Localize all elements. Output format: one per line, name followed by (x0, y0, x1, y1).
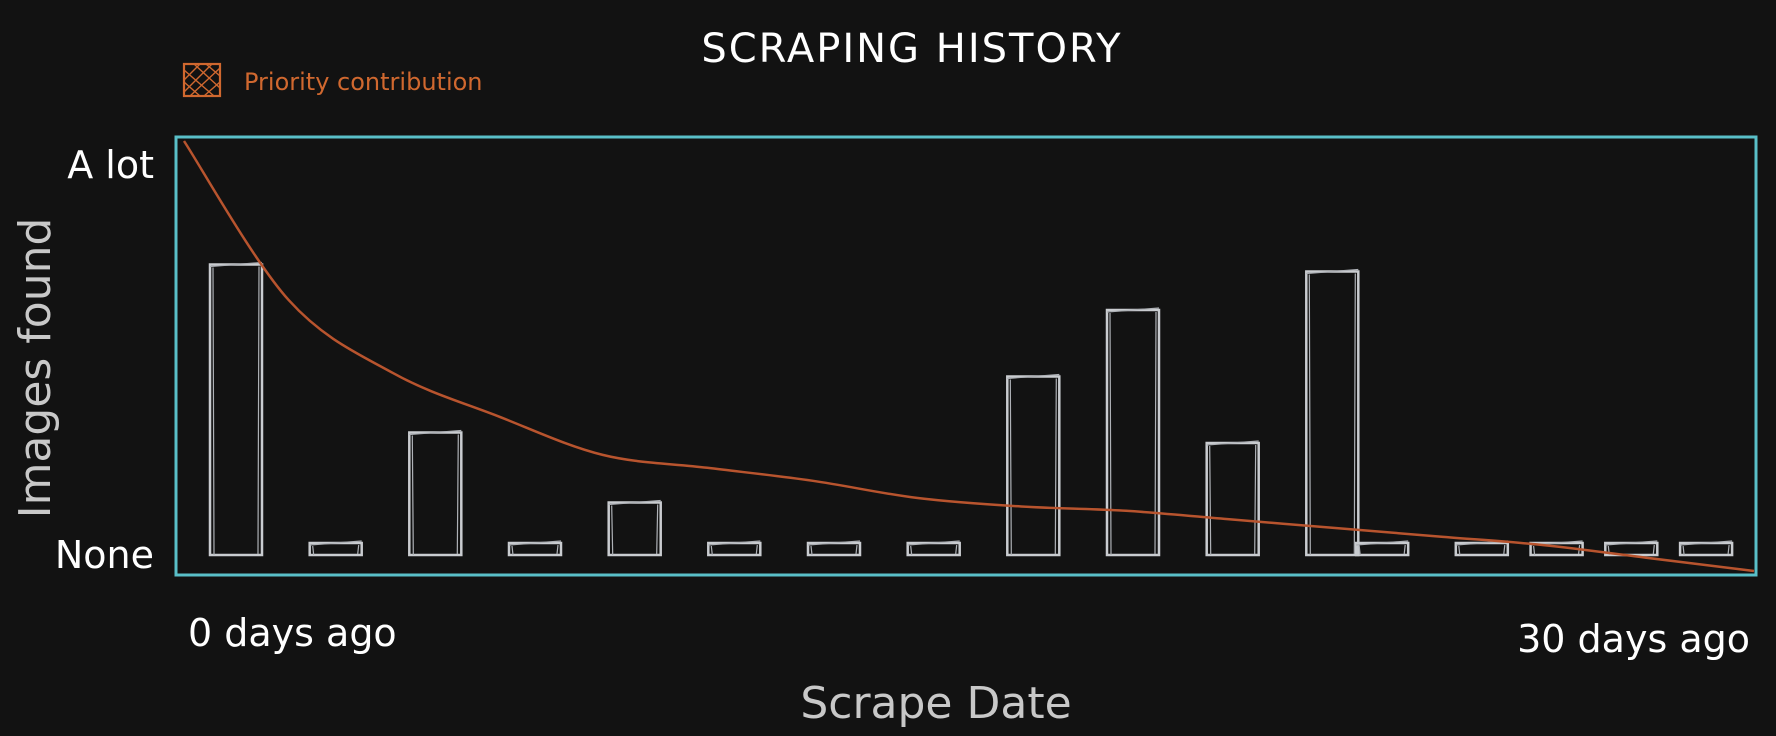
bar (607, 499, 662, 557)
bar-sketch-stroke (708, 540, 761, 556)
bar (1354, 540, 1410, 557)
bar-sketch-stroke (1007, 373, 1060, 556)
bar (408, 429, 463, 557)
bar-sketch-stroke (309, 540, 362, 556)
bar (308, 540, 363, 557)
bar-sketch-stroke (807, 540, 861, 556)
bar-sketch-stroke (508, 540, 562, 556)
bar-sketch-stroke (1306, 268, 1359, 556)
bar-sketch-stroke (1206, 440, 1259, 556)
bar-sketch-stroke (1106, 307, 1160, 556)
legend: Priority contribution (182, 62, 483, 98)
chart-title: SCRAPING HISTORY (701, 26, 1122, 72)
bar-sketch-stroke (1356, 540, 1409, 556)
bar (906, 540, 961, 557)
bar-outline (1205, 441, 1260, 557)
priority-contribution-line (182, 140, 1755, 573)
bar-sketch-stroke (608, 499, 661, 556)
bar (1105, 307, 1161, 557)
bar (1454, 540, 1510, 557)
legend-swatch (182, 62, 222, 98)
y-tick-min: None (55, 533, 154, 577)
y-axis-title: Images found (10, 218, 61, 519)
bar-outline (1105, 308, 1161, 557)
bar-outline (208, 263, 264, 557)
bar-sketch-stroke (907, 540, 960, 556)
bar (806, 540, 862, 557)
bar (707, 540, 762, 557)
bar-sketch-stroke (409, 429, 462, 556)
bar-outline (1305, 270, 1360, 557)
bar (507, 540, 563, 557)
bar-outline (1006, 375, 1061, 557)
plot-frame (174, 135, 1758, 577)
x-tick-end: 30 days ago (1517, 617, 1750, 661)
bar-outline (408, 431, 463, 557)
bar-sketch-stroke (1680, 540, 1733, 556)
bar (1305, 268, 1360, 557)
bar-outline (607, 501, 662, 557)
bar (1205, 440, 1260, 557)
y-tick-max: A lot (67, 143, 154, 187)
bars-group (208, 261, 1734, 557)
x-axis-title: Scrape Date (800, 678, 1071, 729)
bar (1678, 540, 1734, 557)
x-tick-start: 0 days ago (188, 611, 397, 655)
bar-sketch-stroke (209, 261, 263, 556)
bar (1006, 373, 1061, 557)
legend-label: Priority contribution (244, 68, 483, 96)
bar (208, 261, 264, 557)
